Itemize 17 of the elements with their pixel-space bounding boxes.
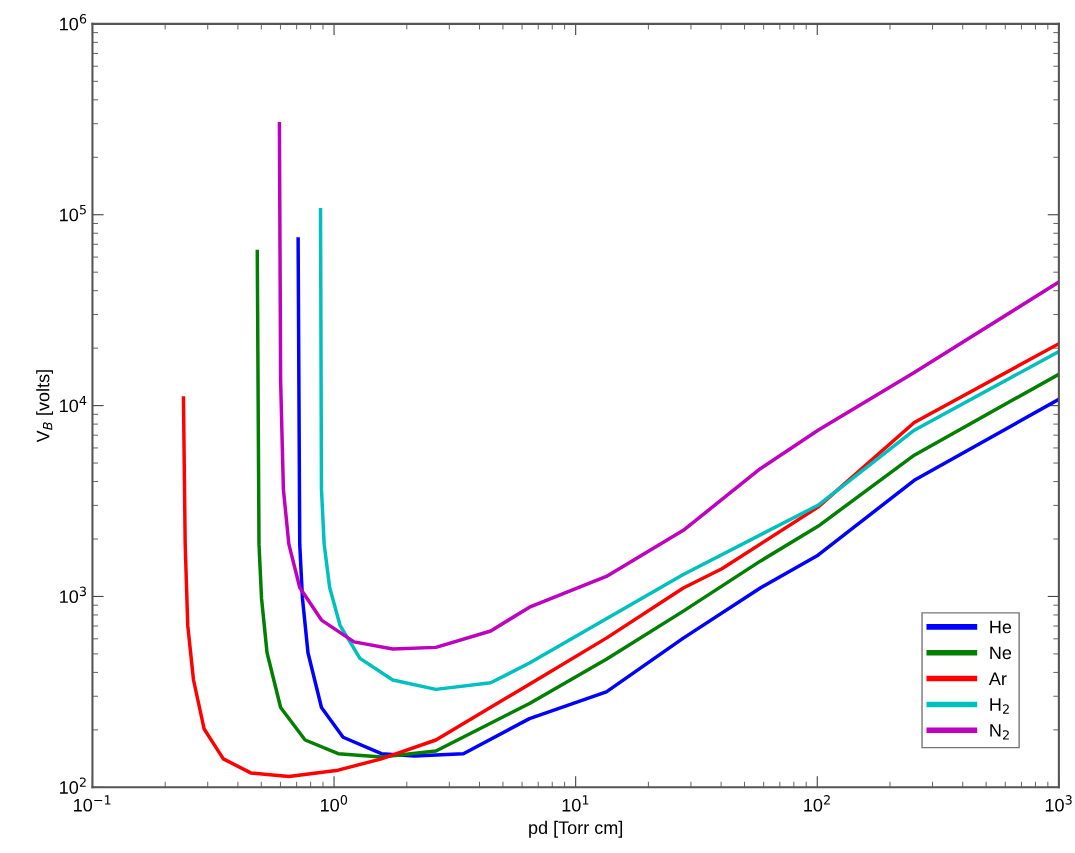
x-tick-label: 10$^{0}$ [320, 795, 348, 812]
legend-label: Ne [990, 646, 1012, 660]
x-tick-label: 10$^{−1}$ [74, 795, 111, 812]
y-tick-label: 10$^{3}$ [60, 586, 86, 604]
y-tick-label: 10$^{6}$ [60, 14, 87, 31]
x-tick-label: 10$^{3}$ [1045, 795, 1072, 812]
legend-label: Ar [988, 672, 1007, 685]
x-tick-label: 10$^{1}$ [562, 795, 589, 812]
legend-label: He [990, 620, 1012, 634]
legend-label: N$_{2}$ [990, 724, 1009, 740]
y-axis-title: V$_{B}$ [volts] [36, 370, 53, 443]
y-tick-label: 10$^{5}$ [60, 205, 86, 222]
x-tick-label: 10$^{2}$ [804, 795, 830, 812]
y-tick-label: 10$^{4}$ [60, 395, 87, 413]
x-axis-title: pd [Torr cm] [529, 820, 623, 838]
y-tick-label: 10$^{2}$ [60, 777, 86, 794]
legend-label: H$_{2}$ [990, 698, 1009, 714]
